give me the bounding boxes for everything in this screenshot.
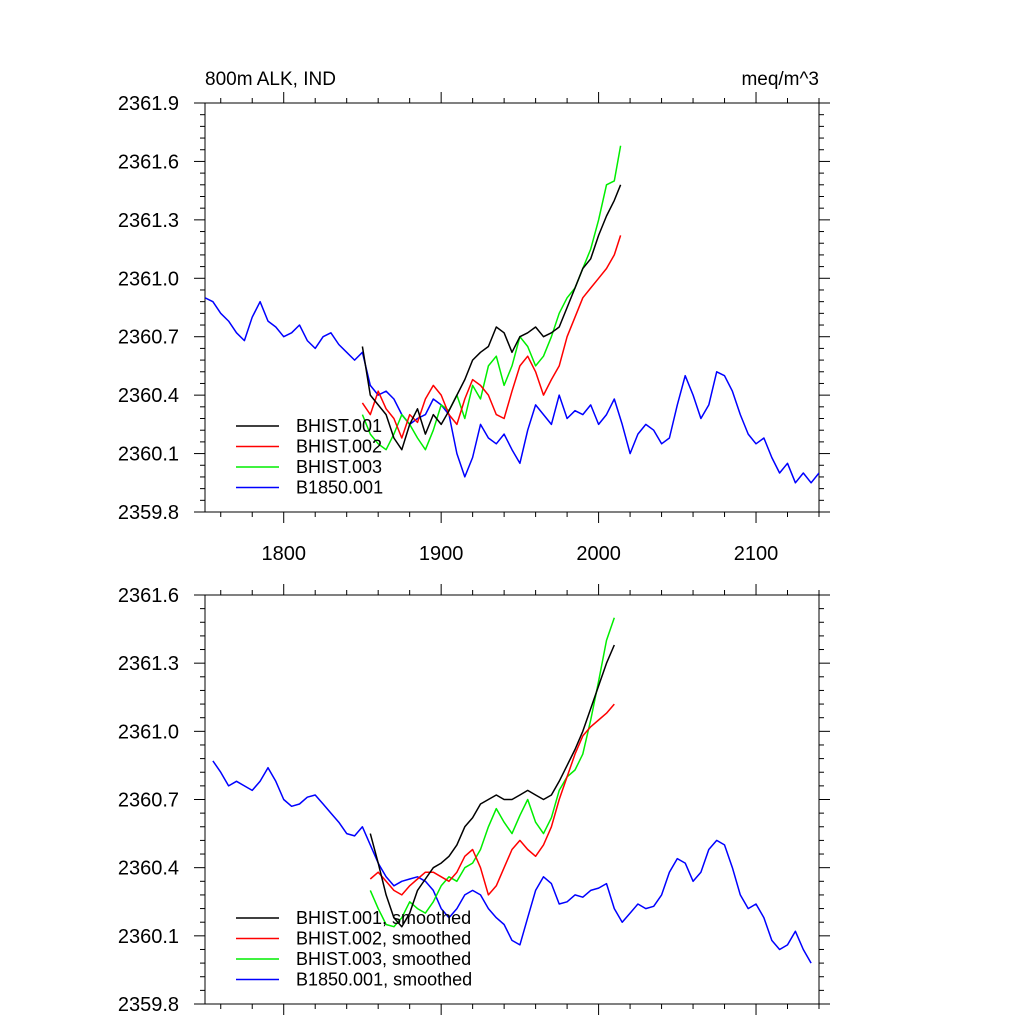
y-tick-label: 2360.7	[118, 327, 179, 349]
y-tick-label: 2361.6	[118, 151, 179, 173]
series-line-2	[361, 235, 622, 439]
x-tick-label: 2000	[576, 543, 621, 565]
y-tick-label: 2359.8	[118, 994, 179, 1016]
chart-title: 800m ALK, IND	[205, 69, 336, 90]
y-tick-label: 2359.8	[118, 502, 179, 524]
series-line-2	[369, 703, 615, 896]
y-tick-label: 2360.4	[118, 858, 179, 880]
series-line-1	[369, 644, 615, 928]
y-tick-label: 2361.6	[118, 585, 179, 607]
y-tick-label: 2361.3	[118, 653, 179, 675]
legend-label: B1850.001, smoothed	[296, 970, 472, 990]
legend-label: BHIST.002, smoothed	[296, 929, 471, 949]
panel-2: 2359.8 2360.1 2360.4 2360.7 2361.0 2361.3 2361…	[118, 584, 830, 1016]
series-line-4	[205, 297, 819, 484]
x-tick-label: 1800	[261, 543, 306, 565]
series-line-4	[212, 760, 812, 964]
y-tick-label: 2361.3	[118, 210, 179, 232]
y-tick-label: 2361.9	[118, 93, 179, 115]
x-tick-label: 1900	[419, 543, 464, 565]
legend-label: BHIST.003, smoothed	[296, 949, 471, 969]
legend-label: B1850.001	[296, 478, 383, 498]
y-tick-label: 2360.7	[118, 790, 179, 812]
y-tick-label: 2361.0	[118, 268, 179, 290]
series-line-1	[361, 184, 622, 451]
panel-1: 1800 1900 2000 2100 2359.8 2360.1 2360.4 2360.7…	[118, 69, 830, 565]
y-tick-label: 2360.4	[118, 385, 179, 407]
legend-label: BHIST.002	[296, 437, 382, 457]
legend-label: BHIST.001	[296, 416, 382, 436]
plot-frame	[204, 102, 820, 513]
y-tick-label: 2360.1	[118, 444, 179, 466]
legend-label: BHIST.001, smoothed	[296, 908, 471, 928]
y-tick-label: 2360.1	[118, 926, 179, 948]
units-label: meq/m^3	[741, 69, 819, 90]
x-tick-label: 2100	[734, 543, 779, 565]
y-tick-label: 2361.0	[118, 721, 179, 743]
legend-label: BHIST.003	[296, 457, 382, 477]
series-line-3	[369, 617, 616, 928]
